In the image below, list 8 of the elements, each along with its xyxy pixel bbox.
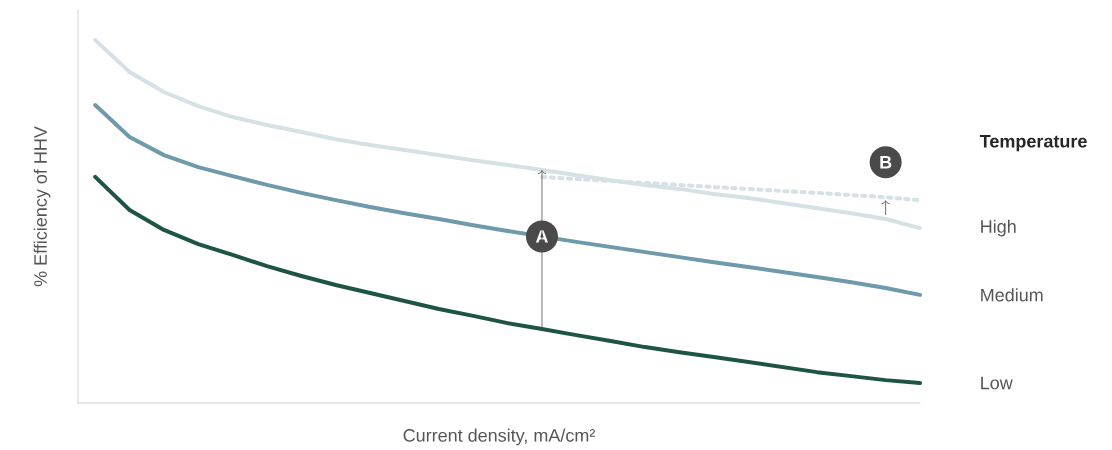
text: Low	[981, 376, 1013, 390]
annotation: A	[535, 230, 548, 243]
annotation: B	[880, 156, 892, 169]
text: High	[981, 219, 1016, 237]
legend-title: Temperature	[979, 135, 1087, 152]
text: Medium	[981, 288, 1043, 302]
x-axis-title: Current density, mA/cm²	[403, 428, 595, 446]
y-axis-title: % Efficiency of HHV	[33, 126, 51, 287]
